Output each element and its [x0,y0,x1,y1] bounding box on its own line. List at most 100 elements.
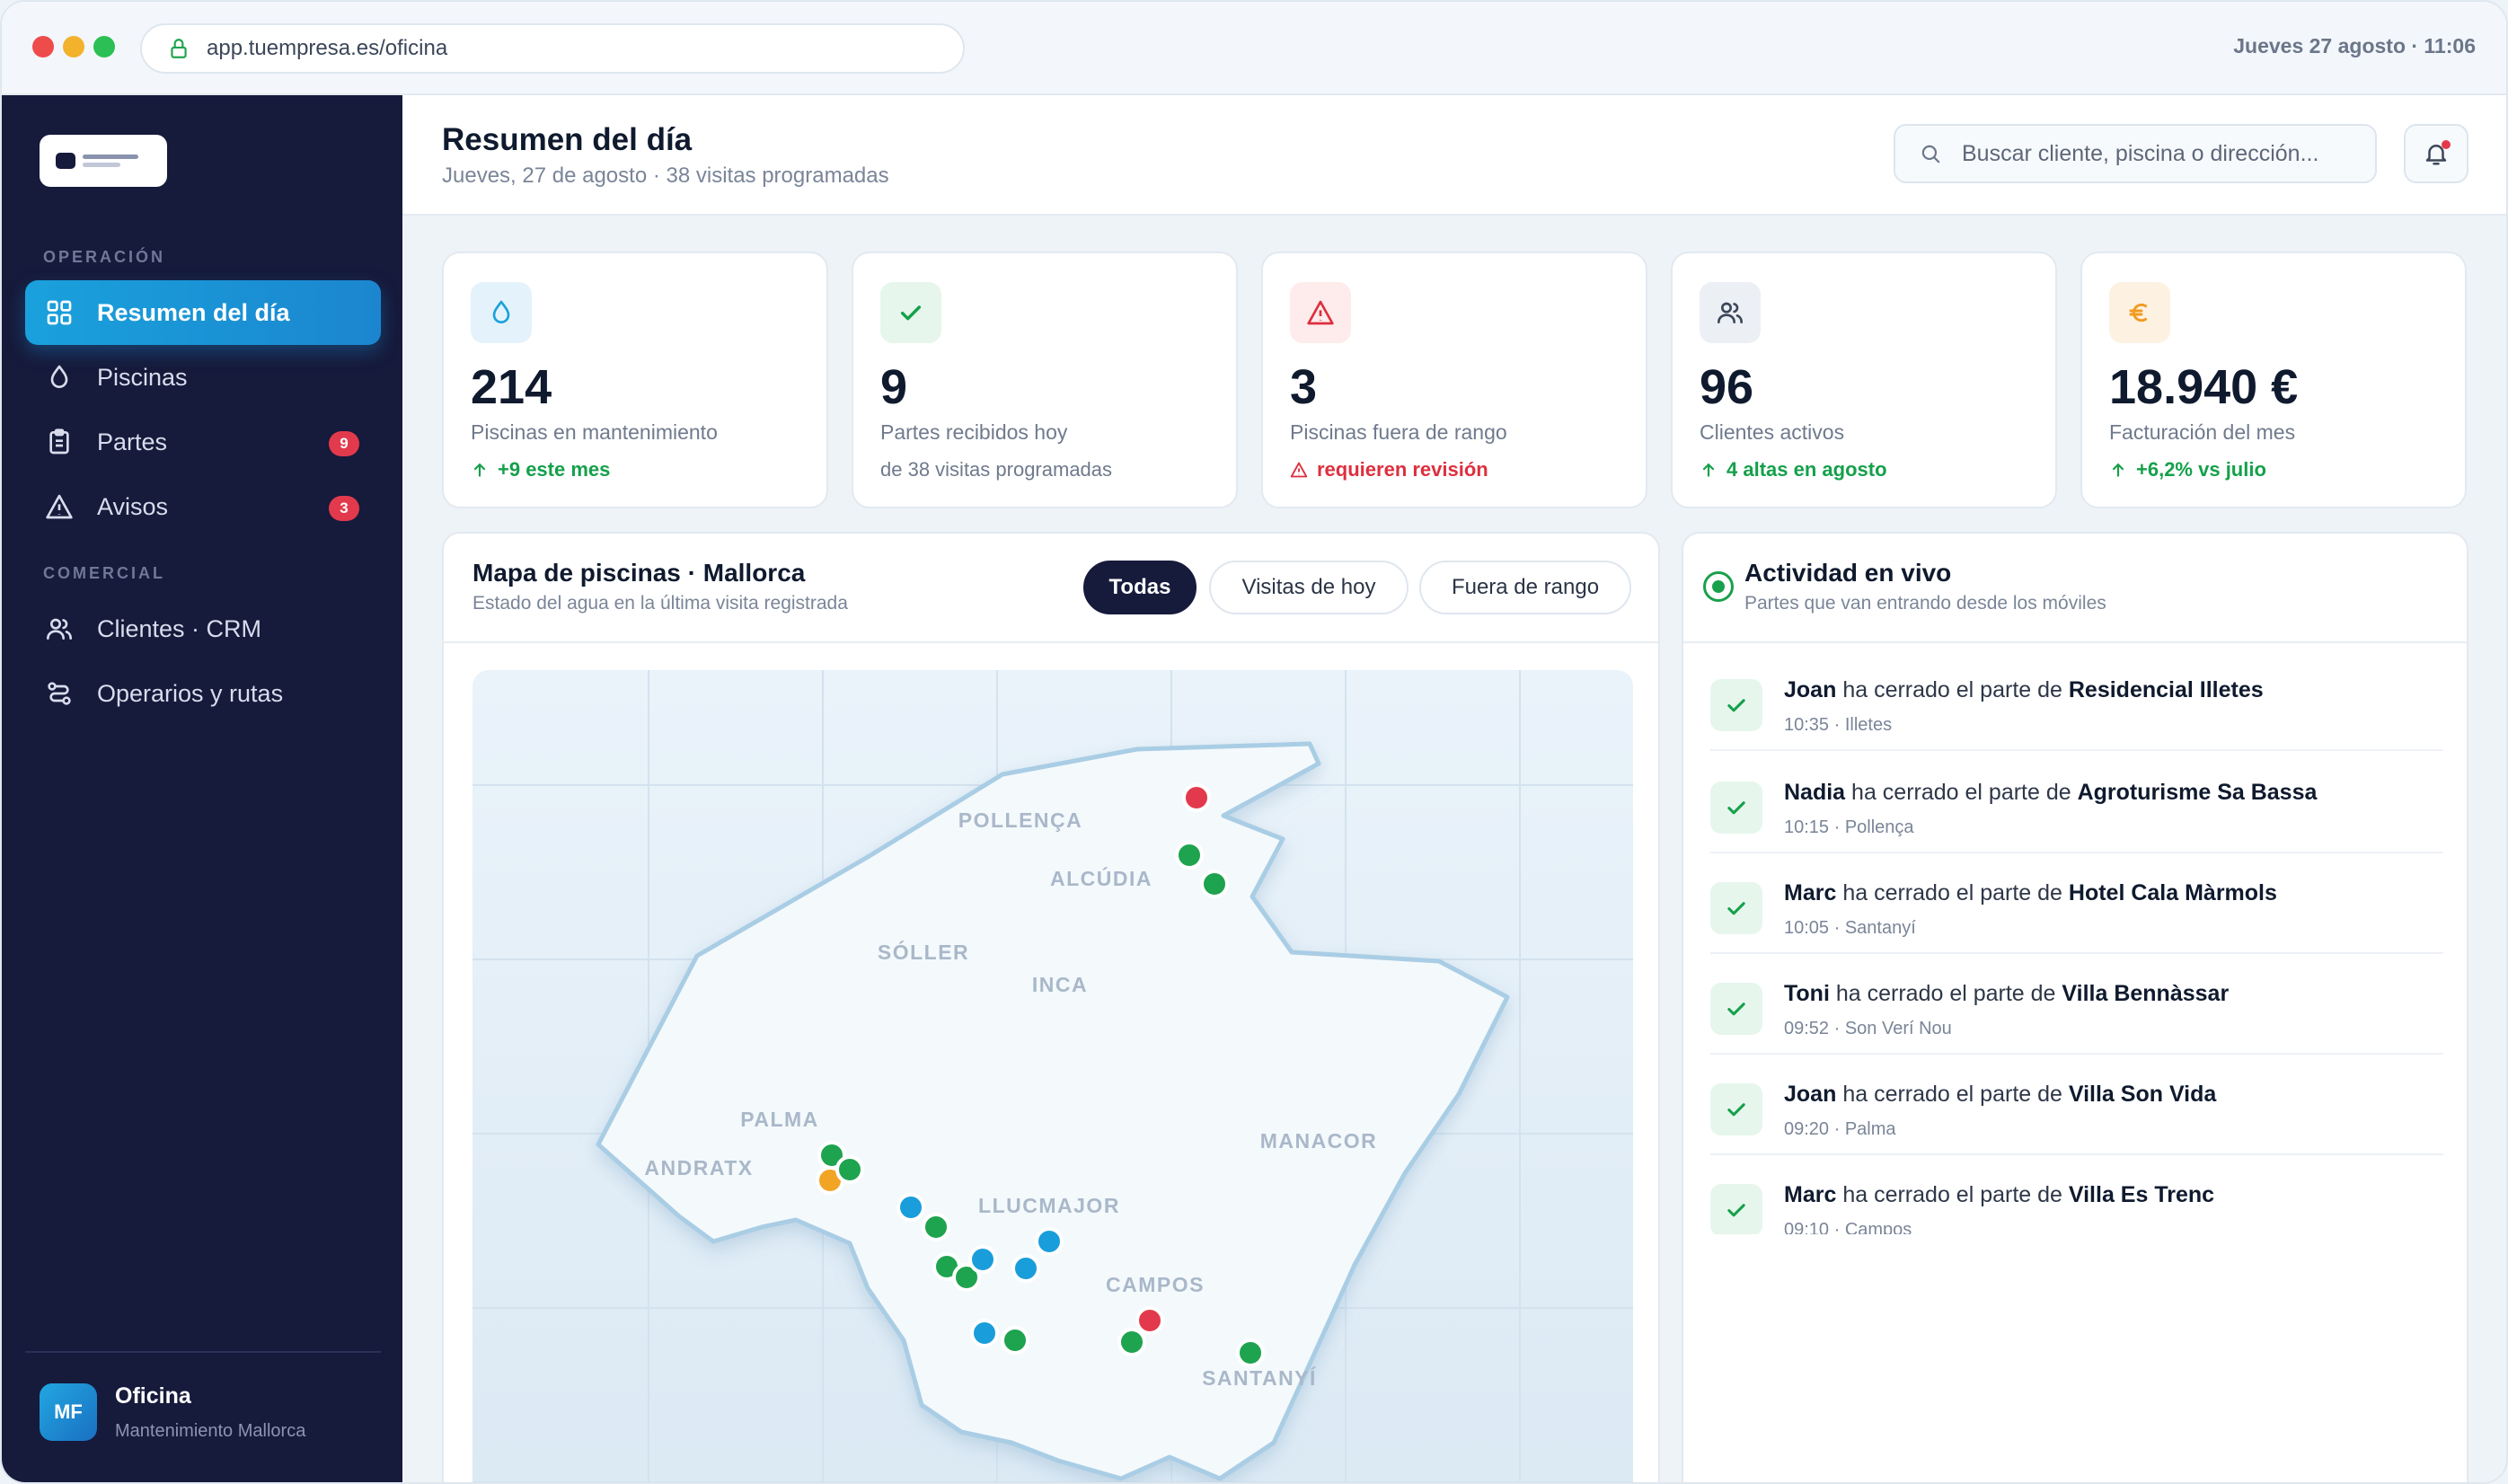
filter-fuera-rango[interactable]: Fuera de rango [1419,561,1631,614]
clock: Jueves 27 agosto · 11:06 [2233,34,2476,57]
check-icon-box [1710,679,1762,731]
activity-meta: 09:10 · Campos [1784,1220,1912,1234]
divider [444,641,1658,643]
check-icon [1727,1204,1745,1217]
section-operacion: OPERACIÓN [43,248,166,266]
search-icon [1921,145,1940,163]
pool-marker-ok[interactable] [1175,841,1204,870]
kpi-card-fuera-rango[interactable]: 3 Piscinas fuera de rango requieren revi… [1261,252,1647,508]
kpi-icon-box [880,282,941,343]
pool-marker-today[interactable] [970,1319,999,1347]
filter-todas[interactable]: Todas [1083,561,1197,614]
kpi-card-clientes[interactable]: 96 Clientes activos 4 altas en agosto [1671,252,2057,508]
town-label: LLUCMAJOR [978,1194,1120,1217]
activity-item[interactable]: Nadia ha cerrado el parte de Agroturisme… [1710,753,2443,853]
kpi-icon-box [1290,282,1351,343]
kpi-note-text: de 38 visitas programadas [880,458,1113,481]
sidebar-item-operarios[interactable]: Operarios y rutas [25,661,381,726]
search-input[interactable] [1962,140,2357,167]
address-bar[interactable]: app.tuempresa.es/oficina [140,23,965,74]
sidebar-item-label: Operarios y rutas [97,679,284,707]
pool-marker-ok[interactable] [1117,1328,1146,1356]
pool-marker-today[interactable] [968,1245,997,1274]
pool-marker-ok[interactable] [922,1213,950,1241]
pool-marker-today[interactable] [1035,1227,1064,1256]
activity-meta: 10:15 · Pollença [1784,817,1914,837]
drop-icon [492,300,510,323]
kpi-label: Partes recibidos hoy [880,420,1068,444]
warning-icon [1290,462,1308,478]
map-canvas[interactable]: POLLENÇA ALCÚDIA SÓLLER INCA PALMA ANDRA… [472,670,1633,1482]
company-logo[interactable] [40,135,167,187]
kpi-card-facturacion[interactable]: 18.940 € Facturación del mes +6,2% vs ju… [2080,252,2467,508]
check-icon-box [1710,1184,1762,1234]
map-subtitle: Estado del agua en la última visita regi… [472,593,848,614]
kpi-card-piscinas[interactable]: 214 Piscinas en mantenimiento +9 este me… [442,252,828,508]
kpi-value: 18.940 € [2109,360,2299,414]
page-subtitle: Jueves, 27 de agosto · 38 visitas progra… [442,163,889,188]
activity-who: Marc [1784,880,1837,905]
activity-list[interactable]: Joan ha cerrado el parte de Residencial … [1683,650,2467,1234]
arrow-up-icon [473,463,486,477]
pool-marker-today[interactable] [1011,1254,1040,1283]
activity-item[interactable]: Joan ha cerrado el parte de Villa Son Vi… [1710,1055,2443,1155]
sidebar-item-resumen[interactable]: Resumen del día [25,280,381,345]
sidebar-item-piscinas[interactable]: Piscinas [25,345,381,410]
minimize-window-button[interactable] [63,36,84,57]
kpi-note: +6,2% vs julio [2109,458,2266,481]
pool-marker-alert[interactable] [1135,1306,1164,1335]
activity-what: Hotel Cala Màrmols [2068,880,2277,905]
sidebar-item-avisos[interactable]: Avisos 3 [25,474,381,539]
pool-marker-alert[interactable] [1182,783,1211,812]
browser-bar: app.tuempresa.es/oficina Jueves 27 agost… [2,2,2506,95]
activity-item[interactable]: Marc ha cerrado el parte de Hotel Cala M… [1710,853,2443,954]
activity-what: Villa Es Trenc [2068,1182,2215,1207]
activity-meta: 10:35 · Illetes [1784,715,1893,735]
users-icon [1718,302,1743,323]
maximize-window-button[interactable] [93,36,115,57]
sidebar-item-label: Partes [97,428,168,455]
activity-item[interactable]: Toni ha cerrado el parte de Villa Bennàs… [1710,954,2443,1055]
pool-marker-ok[interactable] [952,1263,981,1292]
kpi-note: 4 altas en agosto [1700,458,1887,481]
activity-who: Marc [1784,1182,1837,1207]
activity-meta: 09:20 · Palma [1784,1119,1896,1139]
sidebar: OPERACIÓN Resumen del día Piscinas Parte… [2,95,402,1482]
kpi-icon-box [1700,282,1761,343]
warning-icon [46,494,73,519]
activity-what: Villa Bennàssar [2062,981,2230,1006]
kpi-card-partes[interactable]: 9 Partes recibidos hoy de 38 visitas pro… [852,252,1238,508]
activity-item[interactable]: Joan ha cerrado el parte de Residencial … [1710,650,2443,751]
sidebar-item-partes[interactable]: Partes 9 [25,410,381,474]
check-icon [900,305,922,321]
pool-marker-ok[interactable] [1001,1326,1029,1355]
warning-icon [1307,300,1334,325]
clipboard-icon [49,428,69,455]
sidebar-item-clientes[interactable]: Clientes · CRM [25,596,381,661]
activity-who: Toni [1784,981,1830,1006]
arrow-up-icon [2112,463,2124,477]
sidebar-item-label: Piscinas [97,363,188,391]
arrow-up-icon [1702,463,1715,477]
search-box[interactable] [1894,124,2377,183]
kpi-note: de 38 visitas programadas [880,458,1112,481]
kpi-note-text: requieren revisión [1317,458,1488,481]
activity-item[interactable]: Marc ha cerrado el parte de Villa Es Tre… [1710,1155,2443,1234]
pool-marker-ok[interactable] [835,1155,864,1184]
filter-visitas-hoy[interactable]: Visitas de hoy [1209,561,1409,614]
pool-marker-ok[interactable] [1200,870,1229,898]
pool-markers[interactable] [816,783,1265,1367]
close-window-button[interactable] [32,36,54,57]
check-icon [1727,699,1745,712]
pool-marker-today[interactable] [896,1193,925,1222]
check-icon [1727,1003,1745,1016]
town-label: ANDRATX [644,1156,753,1179]
activity-text: Marc ha cerrado el parte de Villa Es Tre… [1784,1182,2214,1208]
kpi-label: Piscinas fuera de rango [1290,420,1507,444]
activity-text: Joan ha cerrado el parte de Villa Son Vi… [1784,1082,2216,1108]
activity-text: Joan ha cerrado el parte de Residencial … [1784,677,2264,703]
pool-marker-ok[interactable] [1236,1338,1265,1367]
user-profile[interactable]: MF Oficina Mantenimiento Mallorca [25,1351,381,1482]
notifications-button[interactable] [2404,124,2468,183]
